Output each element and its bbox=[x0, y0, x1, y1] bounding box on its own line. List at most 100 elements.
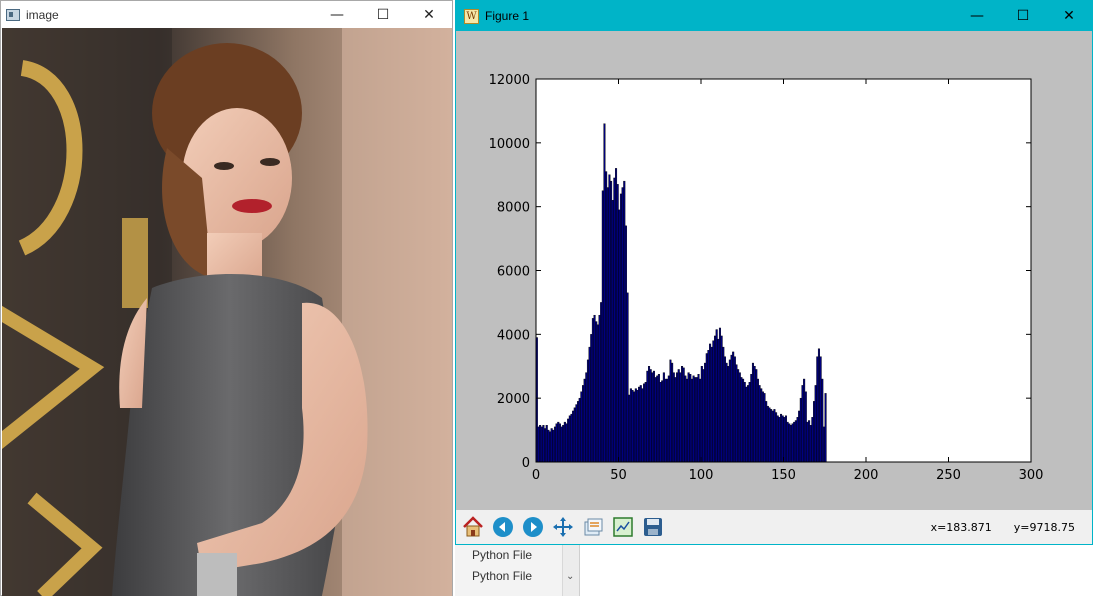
histogram-bar bbox=[626, 292, 629, 463]
forward-icon[interactable] bbox=[519, 513, 547, 541]
histogram-bar bbox=[702, 369, 705, 463]
maximize-button[interactable]: ☐ bbox=[1016, 8, 1030, 24]
histogram-bar bbox=[616, 184, 619, 463]
save-icon[interactable] bbox=[639, 513, 667, 541]
histogram-bar bbox=[761, 391, 764, 463]
histogram-bar bbox=[676, 372, 679, 463]
histogram-bar bbox=[803, 378, 806, 463]
histogram-bar bbox=[717, 338, 720, 463]
histogram-bar bbox=[560, 426, 563, 463]
histogram-bar bbox=[570, 413, 573, 463]
histogram-bar bbox=[557, 421, 560, 463]
histogram-bar bbox=[542, 425, 545, 463]
histogram-bar bbox=[707, 350, 710, 463]
histogram-bar bbox=[575, 404, 578, 463]
y-tick-label: 8000 bbox=[497, 201, 530, 216]
x-tick-label: 50 bbox=[610, 468, 627, 483]
histogram-bar bbox=[817, 348, 820, 463]
histogram-bar bbox=[722, 346, 725, 463]
cursor-y-readout: y=9718.75 bbox=[1013, 520, 1075, 534]
histogram-bar bbox=[775, 412, 778, 463]
histogram-bar bbox=[661, 380, 664, 463]
histogram-bar bbox=[577, 401, 580, 463]
histogram-bar bbox=[799, 397, 802, 463]
histogram-bar bbox=[723, 356, 726, 463]
histogram-bar bbox=[558, 423, 561, 463]
figure-window-titlebar[interactable]: W Figure 1 — ☐ ✕ bbox=[456, 1, 1092, 31]
photo-illustration bbox=[2, 28, 452, 596]
histogram-bar bbox=[682, 367, 685, 463]
histogram-bar bbox=[822, 426, 825, 463]
histogram-bar bbox=[567, 418, 570, 463]
histogram-bar bbox=[814, 385, 817, 463]
figure-window-title: Figure 1 bbox=[485, 9, 530, 23]
histogram-bar bbox=[710, 346, 713, 463]
histogram-bar bbox=[641, 388, 644, 463]
histogram-bar bbox=[753, 366, 756, 463]
histogram-bar bbox=[540, 426, 543, 463]
histogram-bar bbox=[605, 171, 608, 463]
histogram-bar bbox=[603, 123, 606, 463]
configure-subplots-icon[interactable] bbox=[579, 513, 607, 541]
histogram-bar bbox=[547, 429, 550, 463]
histogram-bar bbox=[720, 335, 723, 463]
histogram-bar bbox=[760, 388, 763, 463]
histogram-bar bbox=[727, 366, 730, 463]
background-file-list: Python File Python File ⌄ bbox=[455, 545, 580, 596]
histogram-bar bbox=[680, 366, 684, 463]
histogram-bar bbox=[773, 409, 776, 463]
zoom-icon[interactable] bbox=[609, 513, 637, 541]
histogram-bar bbox=[672, 372, 675, 463]
histogram-bar bbox=[725, 362, 728, 463]
y-tick-label: 2000 bbox=[497, 392, 530, 407]
minimize-button[interactable]: — bbox=[330, 6, 344, 23]
displayed-photo bbox=[2, 28, 452, 596]
histogram-bar bbox=[697, 374, 700, 463]
histogram-bar bbox=[689, 374, 692, 463]
histogram-bar bbox=[813, 401, 816, 463]
histogram-bar bbox=[644, 382, 647, 463]
chevron-down-icon[interactable]: ⌄ bbox=[566, 571, 575, 582]
histogram-bar bbox=[606, 187, 609, 463]
histogram-bar bbox=[545, 425, 548, 463]
histogram-bar bbox=[596, 324, 599, 463]
histogram-bar bbox=[621, 187, 624, 463]
histogram-bar bbox=[553, 426, 557, 463]
histogram-bar bbox=[572, 410, 575, 463]
histogram-bar bbox=[608, 174, 611, 463]
navigation-toolbar: x=183.871 y=9718.75 bbox=[456, 510, 1092, 544]
histogram-bar bbox=[568, 415, 571, 463]
pan-icon[interactable] bbox=[549, 513, 577, 541]
histogram-bar bbox=[654, 377, 657, 463]
histogram-bar bbox=[738, 372, 741, 463]
scrollbar[interactable]: ⌄ bbox=[562, 545, 579, 596]
histogram-bar bbox=[666, 378, 669, 463]
maximize-button[interactable]: ☐ bbox=[376, 6, 390, 23]
histogram-bar bbox=[776, 415, 779, 463]
histogram-bar bbox=[639, 385, 642, 463]
histogram-bar bbox=[692, 375, 695, 463]
histogram-bar bbox=[783, 417, 786, 463]
histogram-bar bbox=[766, 405, 769, 463]
histogram-bar bbox=[647, 366, 651, 463]
histogram-bar bbox=[687, 372, 690, 463]
x-tick-label: 100 bbox=[689, 468, 714, 483]
histogram-bar bbox=[748, 382, 751, 463]
histogram-bar bbox=[755, 369, 758, 463]
close-button[interactable]: ✕ bbox=[423, 6, 435, 23]
histogram-bar bbox=[742, 378, 745, 463]
plot-canvas[interactable]: 0 50 100 150 200 250 300 0 2000 4000 6000 8000 10000… bbox=[456, 31, 1092, 510]
matplotlib-icon: W bbox=[464, 8, 479, 24]
y-tick-label: 4000 bbox=[497, 328, 530, 343]
home-icon[interactable] bbox=[459, 513, 487, 541]
image-window-titlebar[interactable]: image — ☐ ✕ bbox=[1, 1, 452, 28]
list-item[interactable]: Python File bbox=[472, 548, 533, 562]
close-button[interactable]: ✕ bbox=[1063, 8, 1075, 24]
back-icon[interactable] bbox=[489, 513, 517, 541]
list-item[interactable]: Python File bbox=[472, 569, 533, 583]
histogram-bar bbox=[809, 425, 812, 463]
histogram-bar bbox=[562, 425, 565, 463]
minimize-button[interactable]: — bbox=[970, 8, 984, 24]
histogram-bar bbox=[595, 321, 598, 463]
histogram-bar bbox=[593, 314, 596, 463]
